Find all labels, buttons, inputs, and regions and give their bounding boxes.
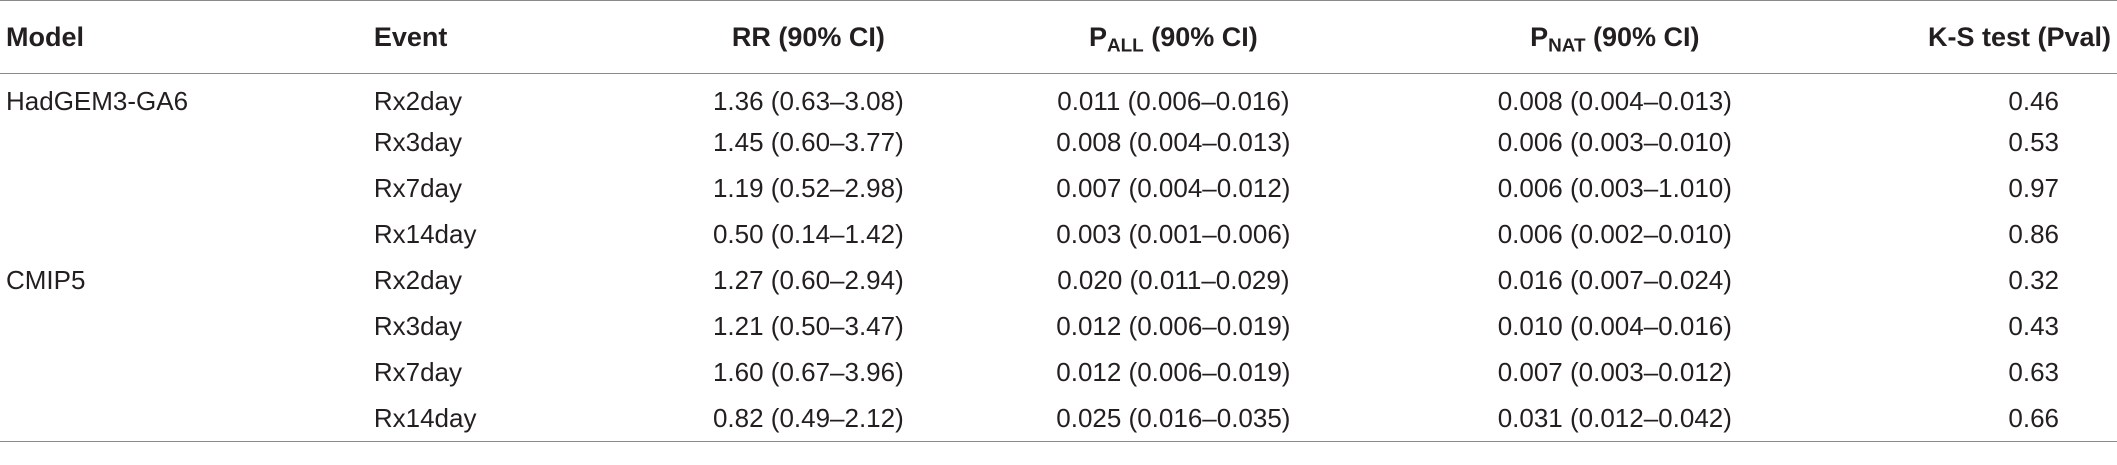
results-table: Model Event RR (90% CI) PALL (90% CI) PN… — [0, 0, 2117, 442]
cell-rr: 1.21 (0.50–3.47) — [712, 311, 904, 341]
cell-model — [0, 395, 374, 442]
table-row: Rx7day 1.19 (0.52–2.98) 0.007 (0.004–0.0… — [0, 166, 2117, 212]
cell-pnat: 0.007 (0.003–0.012) — [1497, 357, 1732, 387]
cell-pall: 0.007 (0.004–0.012) — [1056, 173, 1291, 203]
header-pnat: PNAT (90% CI) — [1410, 0, 1820, 74]
cell-event: Rx3day — [373, 127, 462, 157]
cell-rr: 1.27 (0.60–2.94) — [712, 265, 904, 295]
header-row: Model Event RR (90% CI) PALL (90% CI) PN… — [0, 0, 2117, 74]
table-header: Model Event RR (90% CI) PALL (90% CI) PN… — [0, 0, 2117, 74]
header-pnat-rest: (90% CI) — [1585, 21, 1700, 52]
cell-model — [0, 120, 374, 166]
cell-event: Rx3day — [373, 311, 462, 341]
table-row: Rx3day 1.45 (0.60–3.77) 0.008 (0.004–0.0… — [0, 120, 2117, 166]
header-model: Model — [0, 0, 374, 74]
cell-pall: 0.012 (0.006–0.019) — [1056, 311, 1291, 341]
cell-pnat: 0.031 (0.012–0.042) — [1410, 395, 1820, 442]
table-body: HadGEM3-GA6 Rx2day 1.36 (0.63–3.08) 0.01… — [0, 74, 2117, 442]
header-pall-sub: ALL — [1107, 35, 1144, 57]
cell-event: Rx2day — [373, 86, 462, 117]
header-event: Event — [373, 0, 681, 74]
cell-pnat: 0.010 (0.004–0.016) — [1497, 311, 1732, 341]
header-pnat-sub: NAT — [1548, 35, 1586, 57]
table-row: Rx14day 0.82 (0.49–2.12) 0.025 (0.016–0.… — [0, 395, 2117, 442]
cell-ks: 0.86 — [2008, 219, 2059, 249]
cell-pnat: 0.006 (0.003–0.010) — [1497, 127, 1732, 157]
cell-ks: 0.97 — [2008, 173, 2059, 203]
cell-pall: 0.012 (0.006–0.019) — [1056, 357, 1291, 387]
cell-pall: 0.003 (0.001–0.006) — [1056, 219, 1291, 249]
header-pall: PALL (90% CI) — [936, 0, 1411, 74]
cell-model — [0, 304, 374, 350]
cell-pnat: 0.006 (0.002–0.010) — [1497, 219, 1732, 249]
header-ks: K-S test (Pval) — [1819, 0, 2117, 74]
cell-event: Rx7day — [373, 357, 462, 387]
header-pall-p: P — [1088, 21, 1107, 52]
table-row: HadGEM3-GA6 Rx2day 1.36 (0.63–3.08) 0.01… — [0, 74, 2117, 120]
cell-model: CMIP5 — [6, 265, 86, 295]
cell-event: Rx2day — [373, 265, 462, 295]
cell-pnat: 0.008 (0.004–0.013) — [1497, 86, 1732, 117]
cell-rr: 1.60 (0.67–3.96) — [712, 357, 904, 387]
cell-pnat: 0.006 (0.003–1.010) — [1497, 173, 1732, 203]
cell-model — [0, 350, 374, 396]
cell-model: HadGEM3-GA6 — [6, 86, 189, 117]
cell-rr: 0.50 (0.14–1.42) — [712, 219, 904, 249]
table-row: Rx3day 1.21 (0.50–3.47) 0.012 (0.006–0.0… — [0, 304, 2117, 350]
cell-rr: 1.36 (0.63–3.08) — [712, 86, 904, 117]
cell-rr: 0.82 (0.49–2.12) — [680, 395, 937, 442]
table-row: Rx14day 0.50 (0.14–1.42) 0.003 (0.001–0.… — [0, 212, 2117, 258]
cell-ks: 0.43 — [2008, 311, 2059, 341]
cell-pall: 0.011 (0.006–0.016) — [1057, 86, 1290, 117]
cell-model — [0, 166, 374, 212]
cell-ks: 0.53 — [2008, 127, 2059, 157]
table-row: Rx7day 1.60 (0.67–3.96) 0.012 (0.006–0.0… — [0, 350, 2117, 396]
header-pnat-p: P — [1530, 21, 1549, 52]
header-rr: RR (90% CI) — [680, 0, 937, 74]
cell-ks: 0.32 — [2008, 265, 2059, 295]
cell-pnat: 0.016 (0.007–0.024) — [1497, 265, 1732, 295]
cell-rr: 1.19 (0.52–2.98) — [712, 173, 904, 203]
table-row: CMIP5 Rx2day 1.27 (0.60–2.94) 0.020 (0.0… — [0, 258, 2117, 304]
cell-event: Rx14day — [373, 219, 477, 249]
cell-pall: 0.008 (0.004–0.013) — [1056, 127, 1291, 157]
cell-ks: 0.46 — [2008, 86, 2059, 117]
cell-pall: 0.020 (0.011–0.029) — [1057, 265, 1290, 295]
cell-pall: 0.025 (0.016–0.035) — [936, 395, 1411, 442]
cell-ks: 0.63 — [2008, 357, 2059, 387]
cell-model — [0, 212, 374, 258]
header-pall-rest: (90% CI) — [1143, 21, 1258, 52]
cell-rr: 1.45 (0.60–3.77) — [712, 127, 904, 157]
cell-event: Rx7day — [373, 173, 462, 203]
cell-event: Rx14day — [373, 395, 681, 442]
cell-ks: 0.66 — [1819, 395, 2117, 442]
